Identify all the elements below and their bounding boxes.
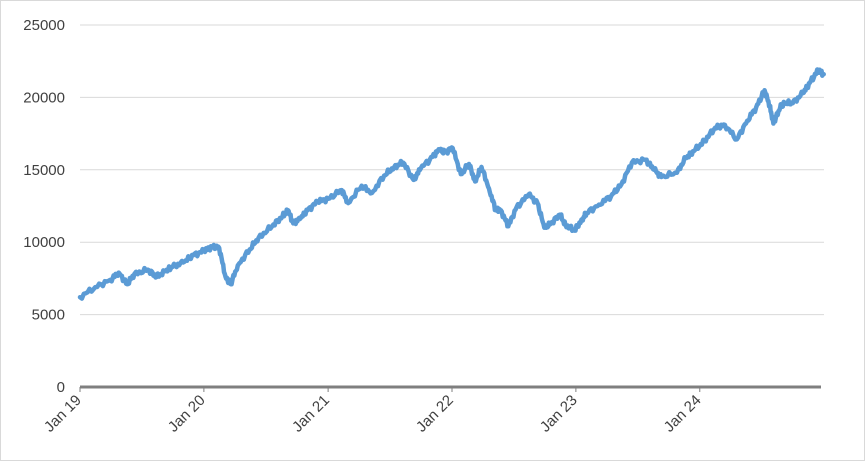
x-tick-label: Jan 20 <box>165 392 209 436</box>
series-line-0 <box>77 67 826 301</box>
x-tick-label: Jan 22 <box>413 392 457 436</box>
y-tick-label: 15000 <box>23 162 65 179</box>
x-axis <box>79 385 821 392</box>
y-tick-label: 0 <box>57 379 65 396</box>
x-tick-labels: Jan 19 Jan 20 Jan 21 Jan 22 Jan 23 Jan 24 <box>41 392 705 436</box>
y-tick-labels: 0 5000 10000 15000 20000 25000 <box>23 17 65 396</box>
x-tick-label: Jan 23 <box>537 392 581 436</box>
y-tick-label: 25000 <box>23 17 65 34</box>
series-layer <box>77 67 826 301</box>
y-tick-label: 20000 <box>23 89 65 106</box>
x-tick-label: Jan 24 <box>661 392 705 436</box>
x-tick-label: Jan 21 <box>289 392 333 436</box>
y-tick-label: 10000 <box>23 234 65 251</box>
gridlines <box>80 24 824 316</box>
x-tick-label: Jan 19 <box>41 392 85 436</box>
y-tick-label: 5000 <box>32 307 65 324</box>
